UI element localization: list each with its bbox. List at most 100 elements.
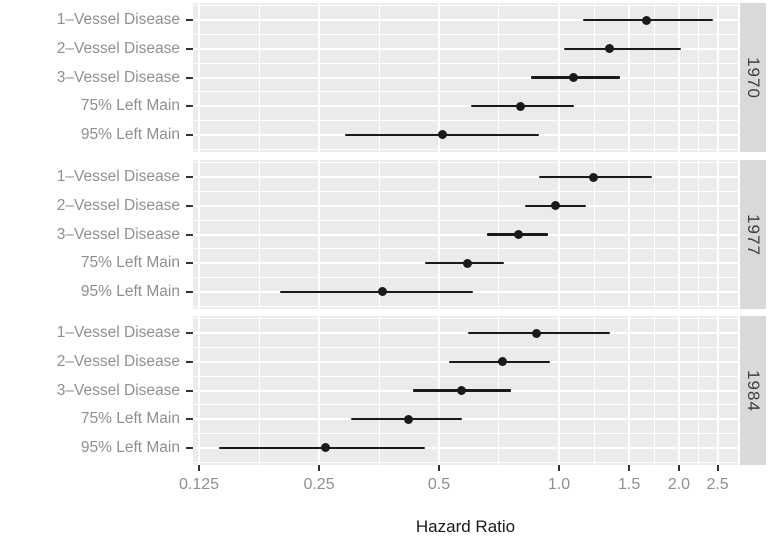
y-axis-label: 1–Vessel Disease <box>56 324 180 342</box>
gridline-major-y <box>193 176 738 179</box>
hr-point <box>515 101 525 111</box>
gridline-major-x <box>716 160 719 309</box>
gridline-major-x <box>677 160 680 309</box>
y-axis-tick <box>186 133 193 136</box>
ci-bar <box>564 47 681 51</box>
hr-point <box>588 172 598 182</box>
gridline-minor-y <box>193 119 738 121</box>
y-axis-tick <box>186 204 193 207</box>
hr-point <box>437 130 447 140</box>
gridline-minor-y <box>193 305 738 307</box>
x-axis-tick-label: 1.0 <box>547 476 571 493</box>
gridline-major-x <box>198 316 201 465</box>
gridline-minor-y <box>193 34 738 36</box>
y-axis-label: 95% Left Main <box>80 438 180 456</box>
gridline-major-x <box>438 160 440 309</box>
gridline-major-y <box>193 332 738 335</box>
y-axis-tick <box>186 233 193 236</box>
hr-point <box>497 357 507 367</box>
gridline-major-x <box>716 3 719 152</box>
y-axis-label: 95% Left Main <box>80 125 180 143</box>
x-axis-tick <box>628 465 631 471</box>
gridline-major-x <box>318 3 321 152</box>
x-axis-tick-label: 0.125 <box>179 476 220 493</box>
gridline-minor-y <box>193 62 738 64</box>
x-axis-tick-label: 2.5 <box>706 476 729 493</box>
gridline-major-x <box>628 316 631 465</box>
y-axis-label: 1–Vessel Disease <box>56 11 180 29</box>
y-axis-label: 2–Vessel Disease <box>56 196 180 214</box>
y-axis-tick <box>186 332 193 335</box>
hr-point <box>642 15 652 25</box>
gridline-major-y <box>193 233 738 236</box>
gridline-minor-y <box>193 318 738 320</box>
x-axis-tick <box>198 465 201 471</box>
gridline-minor-y <box>193 5 738 7</box>
gridline-minor-y <box>193 191 738 193</box>
facet-panel-1977 <box>193 160 738 309</box>
gridline-minor-y <box>193 404 738 406</box>
y-axis-label: 75% Left Main <box>80 254 180 272</box>
y-axis-label: 75% Left Main <box>80 410 180 428</box>
gridline-major-y <box>193 76 738 79</box>
y-axis-label: 95% Left Main <box>80 282 180 300</box>
y-axis-label: 2–Vessel Disease <box>56 352 180 370</box>
facet-strip-label: 1977 <box>744 213 764 256</box>
x-axis-tick-label: 2.0 <box>667 476 691 493</box>
y-axis-tick <box>186 418 193 421</box>
gridline-major-x <box>557 316 560 465</box>
y-axis-tick <box>186 389 193 392</box>
facet-panel-1984 <box>193 316 738 465</box>
gridline-major-y <box>193 418 738 421</box>
x-axis-tick <box>716 465 719 471</box>
y-axis-label: 3–Vessel Disease <box>56 225 180 243</box>
hr-point <box>513 230 523 239</box>
facet-strip-1977: 1977 <box>740 160 766 309</box>
gridline-minor-y <box>193 347 738 349</box>
y-axis-tick <box>186 262 193 265</box>
gridline-major-y <box>193 446 738 449</box>
y-axis-label: 3–Vessel Disease <box>56 381 180 399</box>
x-axis-tick-label: 1.5 <box>618 476 641 493</box>
hr-point <box>377 287 387 297</box>
x-axis-title: Hazard Ratio <box>415 517 516 536</box>
x-axis-tick <box>318 465 321 471</box>
x-axis-tick-label: 0.25 <box>303 476 335 493</box>
gridline-minor-y <box>193 148 738 150</box>
y-axis-tick <box>186 105 193 108</box>
gridline-major-y <box>193 204 738 207</box>
gridline-major-x <box>677 3 680 152</box>
hr-point <box>457 386 467 395</box>
facet-strip-1984: 1984 <box>740 316 766 465</box>
facet-strip-1970: 1970 <box>740 3 766 152</box>
y-axis-label: 1–Vessel Disease <box>56 168 180 186</box>
y-axis-label: 75% Left Main <box>80 97 180 115</box>
gridline-major-x <box>198 3 201 152</box>
gridline-major-x <box>628 3 631 152</box>
x-axis-tick <box>677 465 680 471</box>
x-axis-tick-label: 0.5 <box>427 476 451 493</box>
y-axis-tick <box>186 446 193 449</box>
gridline-major-y <box>193 105 738 108</box>
gridline-major-y <box>193 47 738 50</box>
gridline-minor-y <box>193 248 738 250</box>
y-axis-label: 2–Vessel Disease <box>56 39 180 57</box>
y-axis-tick <box>186 290 193 293</box>
hr-point <box>404 414 414 424</box>
gridline-major-y <box>193 19 738 22</box>
facet-strip-label: 1984 <box>744 369 764 412</box>
gridline-minor-y <box>193 375 738 377</box>
gridline-minor-y <box>193 162 738 164</box>
gridline-minor-y <box>193 219 738 221</box>
y-axis-tick <box>186 176 193 179</box>
gridline-major-x <box>198 160 201 309</box>
hr-point <box>605 44 615 54</box>
y-axis-tick <box>186 19 193 22</box>
gridline-major-x <box>557 160 560 309</box>
x-axis-tick <box>438 465 440 471</box>
gridline-minor-y <box>193 91 738 93</box>
y-axis-tick <box>186 76 193 79</box>
hr-point <box>569 73 579 82</box>
facet-strip-label: 1970 <box>744 56 764 99</box>
